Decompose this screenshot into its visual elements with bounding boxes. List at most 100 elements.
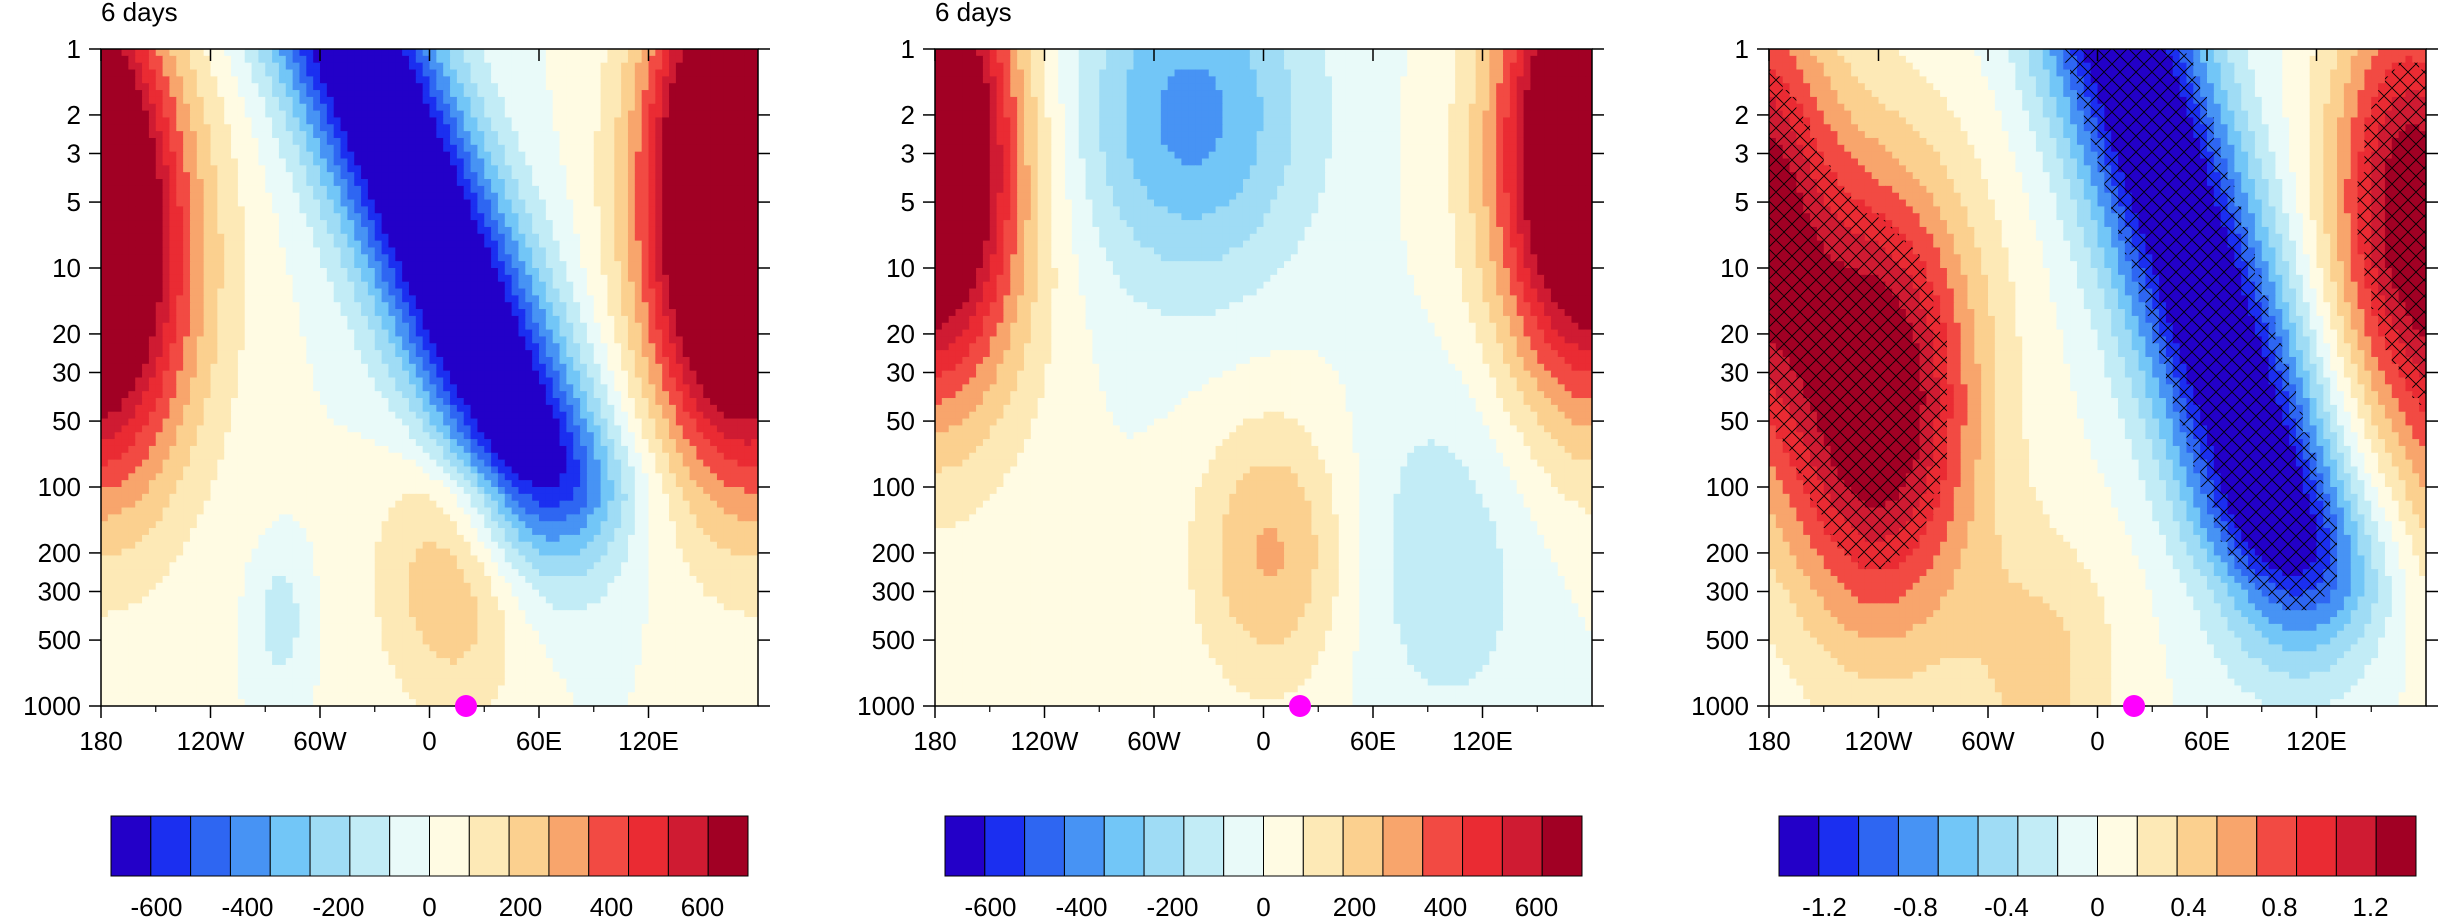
field-cell — [237, 363, 246, 372]
field-cell — [477, 62, 485, 71]
field-cell — [361, 62, 369, 71]
field-cell — [388, 377, 396, 385]
field-cell — [402, 199, 410, 207]
field-cell — [607, 185, 615, 194]
field-cell — [189, 117, 198, 125]
field-cell — [107, 261, 116, 269]
field-cell — [244, 213, 253, 221]
field-cell — [586, 288, 595, 296]
field-cell — [422, 165, 431, 173]
field-cell — [395, 199, 403, 207]
field-cell — [580, 158, 588, 166]
field-cell — [422, 69, 431, 77]
field-cell — [107, 391, 116, 399]
field-cell — [333, 110, 342, 119]
field-cell — [395, 363, 403, 372]
field-cell — [696, 261, 704, 269]
field-cell — [669, 179, 677, 187]
field-cell — [621, 343, 629, 351]
field-cell — [128, 185, 136, 194]
field-cell — [614, 274, 622, 283]
field-cell — [142, 192, 150, 201]
field-cell — [682, 76, 691, 84]
field-cell — [217, 281, 225, 290]
field-cell — [744, 179, 752, 187]
field-cell — [737, 247, 745, 255]
field-cell — [689, 206, 697, 214]
field-cell — [408, 233, 417, 242]
field-cell — [566, 336, 574, 344]
field-cell — [669, 281, 677, 290]
field-cell — [135, 281, 143, 290]
field-cell — [511, 261, 520, 269]
field-cell — [162, 220, 171, 228]
field-cell — [607, 268, 615, 276]
field-cell — [408, 356, 417, 365]
field-cell — [203, 96, 212, 105]
field-cell — [539, 55, 547, 64]
field-cell — [559, 165, 567, 173]
field-cell — [101, 363, 109, 372]
field-cell — [655, 315, 663, 324]
field-cell — [593, 315, 602, 324]
field-cell — [545, 281, 554, 290]
field-cell — [716, 117, 725, 125]
field-cell — [621, 384, 629, 392]
field-cell — [354, 206, 362, 214]
field-cell — [251, 233, 259, 242]
field-cell — [484, 295, 492, 303]
field-cell — [422, 55, 431, 64]
field-cell — [251, 350, 259, 358]
field-cell — [586, 350, 595, 358]
field-cell — [593, 83, 602, 91]
field-cell — [655, 322, 663, 331]
field-cell — [292, 110, 301, 119]
field-cell — [511, 233, 520, 242]
field-cell — [292, 220, 301, 228]
field-cell — [258, 49, 266, 57]
field-cell — [231, 336, 239, 344]
field-cell — [272, 363, 280, 372]
field-cell — [251, 295, 259, 303]
field-cell — [272, 151, 280, 160]
field-cell — [429, 137, 437, 146]
field-cell — [655, 233, 663, 242]
field-cell — [737, 55, 745, 64]
field-cell — [491, 233, 499, 242]
field-cell — [340, 172, 348, 180]
field-cell — [422, 343, 431, 351]
field-cell — [148, 261, 157, 269]
field-cell — [340, 165, 348, 173]
field-cell — [696, 281, 704, 290]
field-cell — [532, 363, 540, 372]
field-cell — [320, 281, 328, 290]
field-cell — [737, 336, 745, 344]
field-cell — [326, 144, 335, 153]
field-cell — [313, 254, 321, 262]
field-cell — [641, 83, 650, 91]
field-cell — [607, 69, 615, 77]
field-cell — [374, 350, 383, 358]
field-cell — [730, 329, 739, 338]
field-cell — [463, 213, 472, 221]
field-cell — [497, 322, 506, 331]
field-cell — [662, 213, 670, 221]
field-cell — [217, 274, 225, 283]
field-cell — [374, 49, 383, 57]
field-cell — [477, 322, 485, 331]
field-cell — [155, 124, 164, 132]
field-cell — [504, 49, 513, 57]
field-cell — [552, 295, 561, 303]
field-cell — [682, 83, 691, 91]
field-cell — [333, 55, 342, 64]
field-cell — [491, 151, 499, 160]
field-cell — [593, 295, 602, 303]
field-cell — [258, 377, 266, 385]
field-cell — [744, 165, 752, 173]
field-cell — [641, 233, 650, 242]
field-cell — [703, 309, 711, 317]
field-cell — [340, 384, 348, 392]
field-cell — [244, 315, 253, 324]
field-cell — [723, 377, 732, 385]
field-cell — [306, 268, 314, 276]
